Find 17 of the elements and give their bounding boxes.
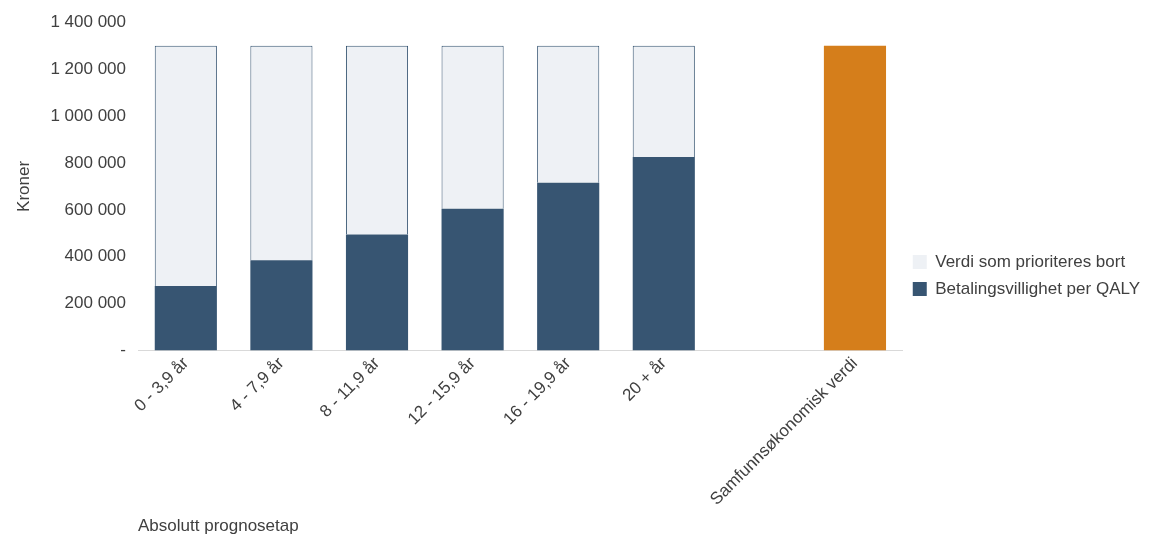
y-tick-label: -	[120, 340, 127, 360]
x-tick-label: 8 - 11,9 år	[315, 353, 384, 421]
y-tick-label: 400 000	[64, 246, 127, 266]
y-tick-label: 200 000	[64, 293, 127, 313]
x-axis-title: Absolutt prognosetap	[138, 516, 299, 536]
x-tick-label: 0 - 3,9 år	[130, 353, 193, 416]
y-axis-title: Kroner	[13, 160, 33, 212]
x-tick-label: 4 - 7,9 år	[226, 353, 288, 416]
y-tick-label: 1 400 000	[50, 11, 127, 31]
y-tick-label: 1 200 000	[50, 58, 127, 78]
y-tick-label: 600 000	[64, 199, 127, 219]
y-tick-label: 800 000	[64, 152, 127, 172]
legend-label: Betalingsvillighet per QALY	[935, 278, 1141, 298]
y-tick-label: 1 000 000	[50, 105, 127, 125]
bar	[823, 45, 887, 351]
legend-label: Verdi som prioriteres bort	[935, 251, 1126, 271]
x-tick-label: 20 + år	[618, 353, 671, 405]
